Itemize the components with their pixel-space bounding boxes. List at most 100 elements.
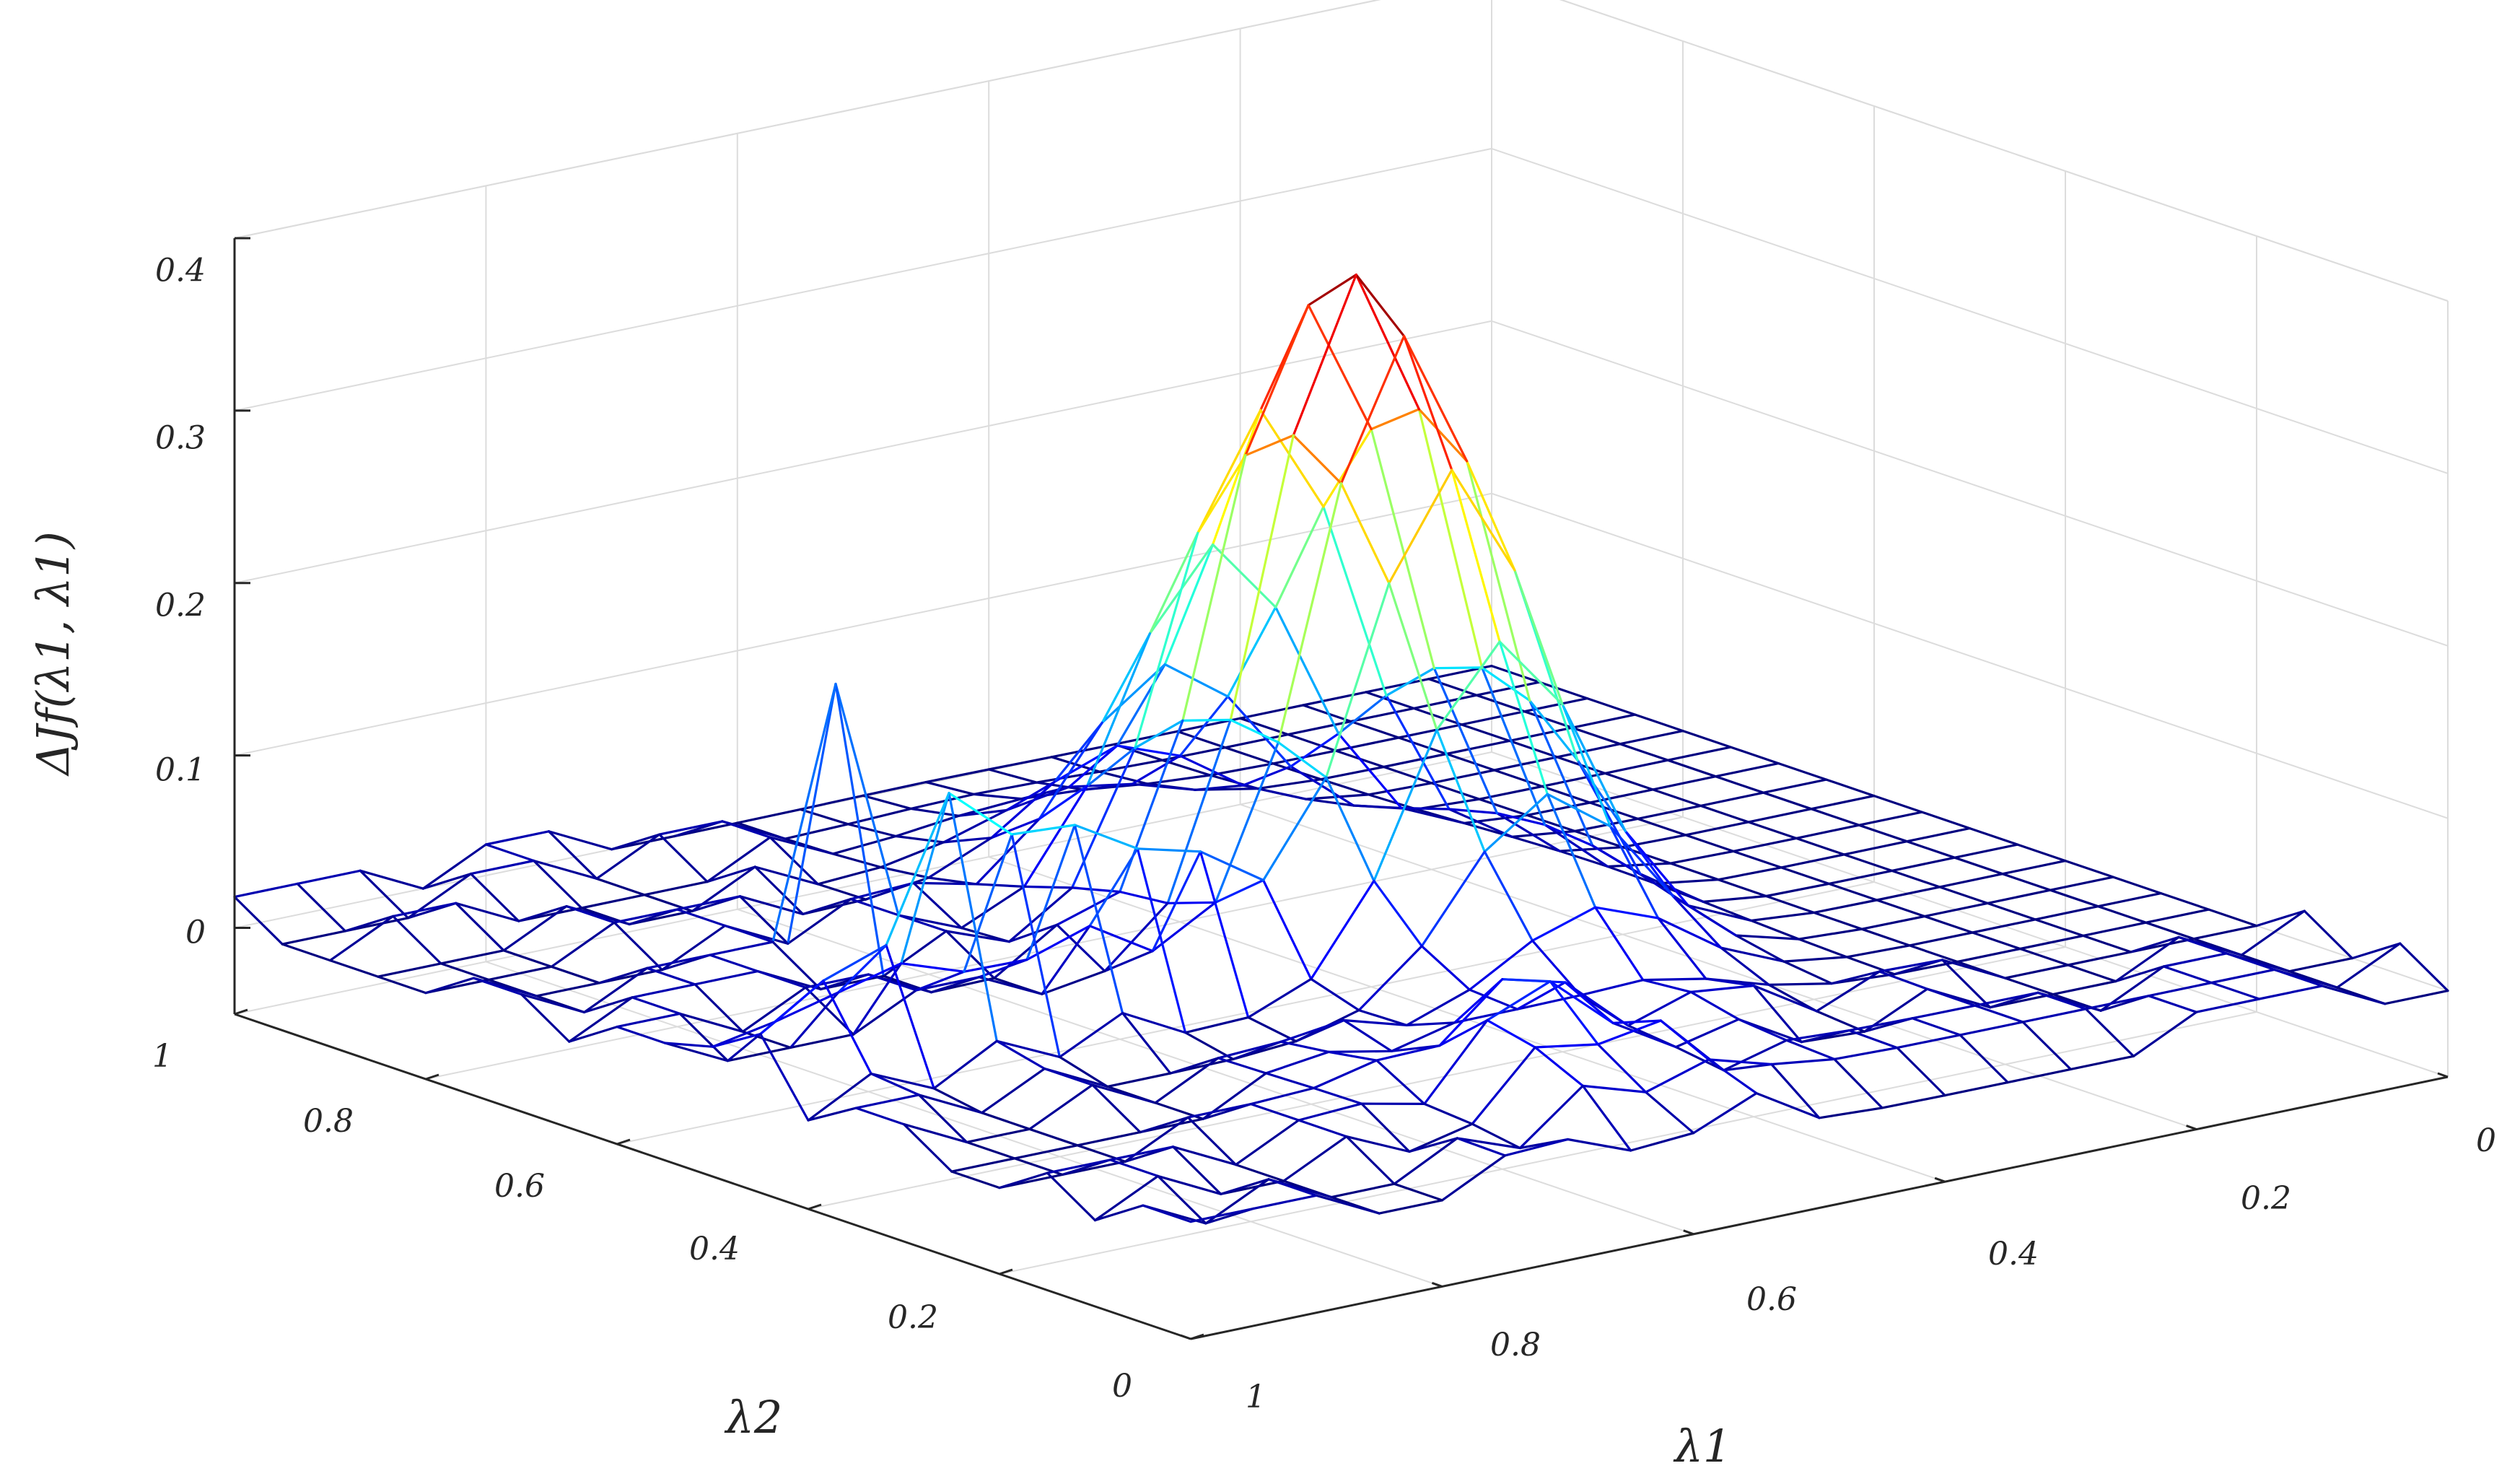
- mesh-segment: [1699, 804, 1750, 824]
- mesh-segment: [1684, 821, 1750, 837]
- mesh-segment: [1848, 1029, 1899, 1049]
- mesh-segment: [1146, 774, 1212, 785]
- mesh-segment: [1645, 1091, 1695, 1135]
- mesh-segment: [2052, 979, 2117, 996]
- mesh-segment: [1113, 730, 1179, 746]
- mesh-segment: [2016, 843, 2067, 863]
- x-tick: [1180, 1334, 1191, 1340]
- mesh-segment: [1842, 853, 1894, 873]
- mesh-segment: [1549, 979, 1599, 1046]
- mesh-segment: [1134, 531, 1199, 749]
- mesh-segment: [885, 792, 950, 947]
- mesh-segment: [2208, 908, 2258, 928]
- mesh-segment: [1544, 823, 1594, 847]
- x-tick-labels: 0 0.2 0.4 0.6 0.8 1: [1246, 1122, 2496, 1415]
- y-tick: [999, 1268, 1013, 1275]
- mesh-segment: [1420, 850, 1486, 948]
- mesh-segment: [1274, 505, 1325, 608]
- mesh-segment: [1214, 741, 1280, 904]
- mesh-segment: [822, 943, 888, 982]
- mesh-segment: [2004, 977, 2055, 996]
- mesh-segment: [2004, 964, 2070, 979]
- mesh-segment: [1451, 468, 1516, 572]
- mesh-segment: [520, 992, 571, 1043]
- mesh-segment: [1352, 804, 1403, 810]
- mesh-segment: [753, 865, 820, 886]
- mesh-segment: [2273, 968, 2324, 987]
- mesh-segment: [1926, 987, 1977, 1007]
- mesh-segment: [582, 996, 634, 1014]
- mesh-segment: [1860, 915, 1926, 930]
- mesh-segment: [2255, 909, 2306, 928]
- mesh-segment: [1588, 801, 1639, 821]
- mesh-segment: [2210, 968, 2276, 985]
- mesh-segment: [1068, 782, 1134, 788]
- mesh-segment: [965, 1140, 1016, 1160]
- mesh-segment: [1279, 1018, 1345, 1043]
- mesh-segment: [616, 1025, 666, 1044]
- y-tick-label: 0.6: [494, 1168, 545, 1205]
- mesh-segment: [1534, 1043, 1599, 1049]
- mesh-segment: [1767, 982, 1833, 986]
- mesh-segment: [1224, 733, 1290, 749]
- mesh-segment: [1707, 1058, 1758, 1095]
- mesh-segment: [1528, 699, 1579, 761]
- mesh-segment: [2162, 965, 2213, 985]
- mesh-segment: [1971, 918, 2036, 934]
- mesh-segment: [1339, 335, 1406, 485]
- mesh-segment: [472, 977, 523, 996]
- mesh-segment: [957, 798, 1023, 817]
- mesh-segment: [963, 958, 1028, 973]
- mesh-segment: [1896, 1034, 1961, 1049]
- y-tick-label: 0.8: [303, 1103, 354, 1140]
- mesh-segment: [909, 807, 961, 817]
- mesh-segment: [1609, 825, 1660, 920]
- mesh-segment: [759, 979, 825, 1036]
- mesh-segment: [1478, 798, 1528, 817]
- mesh-segment: [2021, 1021, 2072, 1071]
- mesh-segment: [1579, 979, 1645, 997]
- grid-line: [1491, 751, 2449, 1078]
- y-tick: [808, 1203, 822, 1210]
- mesh-segment: [1558, 850, 1609, 868]
- mesh-segment: [927, 837, 993, 879]
- mesh-segment: [1795, 837, 1845, 856]
- z-axis-label: ΔJf(λ1, λ1): [27, 531, 79, 777]
- mesh-segment: [900, 792, 950, 965]
- mesh-segment: [1702, 900, 1753, 922]
- surface-mesh: [233, 274, 2449, 1225]
- mesh-segment: [789, 991, 840, 1049]
- mesh-segment: [1541, 772, 1606, 788]
- y-tick: [425, 1073, 439, 1081]
- mesh-segment: [1538, 681, 1589, 700]
- mesh-segment: [1707, 1058, 1773, 1066]
- mesh-segment: [1297, 1119, 1348, 1138]
- mesh-segment: [1304, 798, 1355, 807]
- mesh-segment: [1397, 736, 1448, 756]
- mesh-segment: [932, 1039, 998, 1090]
- mesh-segment: [1199, 850, 1250, 1019]
- mesh-segment: [565, 904, 616, 924]
- mesh-segment: [1571, 726, 1622, 746]
- mesh-segment: [1307, 274, 1357, 307]
- mesh-segment: [1342, 1018, 1394, 1052]
- mesh-segment: [1762, 791, 1813, 811]
- mesh-segment: [1513, 569, 1564, 706]
- mesh-segment: [1209, 762, 1274, 777]
- mesh-segment: [582, 966, 649, 1014]
- mesh-segment: [1654, 878, 1720, 885]
- mesh-segment: [1393, 1137, 1458, 1185]
- mesh-segment: [978, 976, 1044, 995]
- mesh-segment: [1669, 862, 1720, 881]
- mesh-segment: [1261, 878, 1313, 981]
- mesh-segment: [1747, 821, 1798, 840]
- mesh-segment: [1357, 1008, 1408, 1027]
- x-tick: [2437, 1072, 2449, 1078]
- x-tick: [1934, 1177, 1946, 1183]
- mesh-segment: [738, 895, 805, 916]
- mesh-segment: [950, 1170, 1001, 1190]
- axis-lines: [233, 237, 2449, 1340]
- mesh-segment: [801, 898, 852, 916]
- mesh-segment: [517, 904, 568, 922]
- mesh-segment: [807, 1107, 857, 1122]
